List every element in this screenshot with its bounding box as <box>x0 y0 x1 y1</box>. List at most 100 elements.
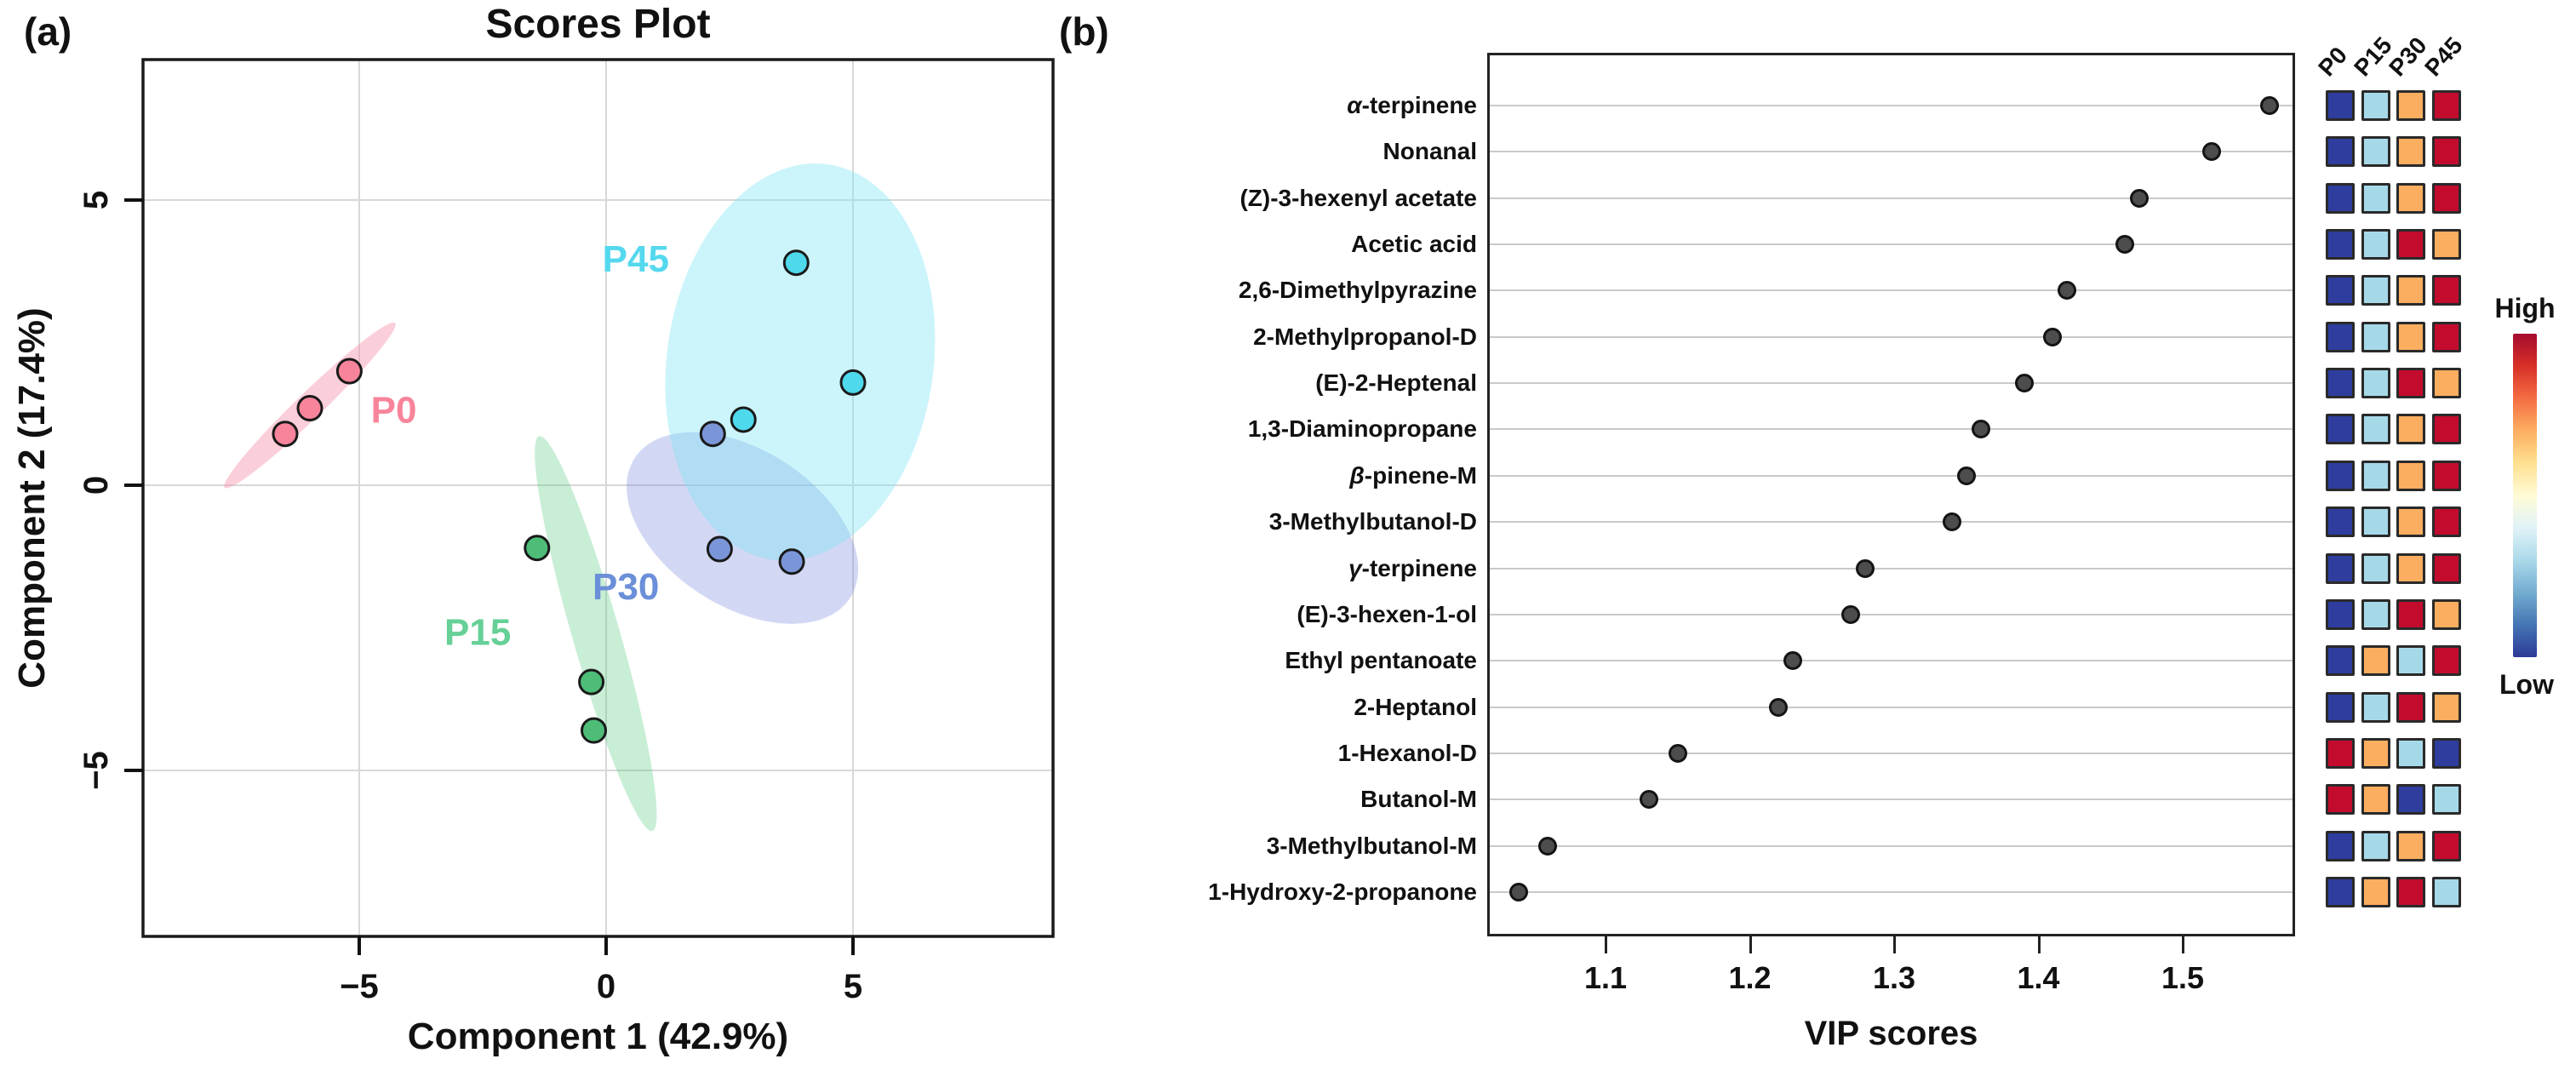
compound-label: 2,6-Dimethylpyrazine <box>1238 277 1477 304</box>
panel-b-letter: (b) <box>1059 9 1109 54</box>
compound-label: Ethyl pentanoate <box>1285 647 1477 674</box>
scores-plot-panel: P0 P15 P30 P45 −5 0 5 5 0 −5 Scores Plot Component … <box>11 2 1055 1057</box>
vip-row-gridline <box>1490 335 2293 338</box>
heat-cell-p0 <box>2326 275 2355 306</box>
vip-row-gridline <box>1490 151 2293 153</box>
plot-frame <box>141 58 1055 938</box>
group-label-p0: P0 <box>371 389 417 431</box>
data-point-p30 <box>699 421 726 448</box>
heat-cell-p0 <box>2326 368 2355 399</box>
heat-cell-p15 <box>2361 830 2390 861</box>
heat-cell-p30 <box>2396 645 2425 677</box>
heat-cell-p45 <box>2431 229 2461 260</box>
compound-label: 1,3-Diaminopropane <box>1247 415 1477 443</box>
vip-x-tick-label: 1.4 <box>2017 960 2060 995</box>
vip-x-tick-label: 1.2 <box>1728 960 1772 995</box>
compound-label: 3-Methylbutanol-M <box>1266 832 1477 859</box>
heat-cell-p0 <box>2326 552 2355 584</box>
vip-row-gridline <box>1490 243 2293 246</box>
heat-cell-p30 <box>2396 784 2425 816</box>
heat-cell-p0 <box>2326 507 2355 538</box>
heat-cell-p0 <box>2326 182 2355 214</box>
group-label-p30: P30 <box>592 566 659 608</box>
heat-column-header-p0: P0 <box>2313 42 2353 82</box>
vip-dot <box>1509 882 1529 901</box>
greek-letter: β <box>1349 461 1365 489</box>
heat-cell-p30 <box>2396 737 2425 769</box>
vip-dot <box>1942 512 1961 532</box>
chart-title: Scores Plot <box>485 2 710 47</box>
data-point-p15 <box>524 535 551 562</box>
vip-x-tick-mark <box>2182 936 2184 953</box>
heat-cell-p0 <box>2326 737 2355 769</box>
x-tick-label: 5 <box>844 968 862 1005</box>
heat-cell-p30 <box>2396 552 2425 584</box>
heat-cell-p30 <box>2396 598 2425 630</box>
data-point-p30 <box>778 548 805 575</box>
vip-dot <box>1783 651 1803 671</box>
heat-cell-p45 <box>2431 691 2461 723</box>
heat-cell-p15 <box>2361 414 2390 445</box>
data-point-p30 <box>706 535 733 563</box>
vip-dot <box>2259 96 2279 115</box>
heat-cell-p30 <box>2396 90 2425 121</box>
greek-letter: α <box>1347 92 1362 118</box>
heat-cell-p30 <box>2396 460 2425 491</box>
compound-label: 3-Methylbutanol-D <box>1268 508 1477 535</box>
heat-cell-p45 <box>2431 368 2461 399</box>
heat-cell-p45 <box>2431 90 2461 121</box>
compound-label: (E)-2-Heptenal <box>1315 369 1477 397</box>
heat-cell-p15 <box>2361 136 2390 168</box>
heat-column-header-p45: P45 <box>2419 31 2468 82</box>
vip-row-gridline <box>1490 660 2293 662</box>
heat-cell-p15 <box>2361 691 2390 723</box>
heat-cell-p45 <box>2431 414 2461 445</box>
vip-dot <box>1856 558 1875 578</box>
heat-cell-p30 <box>2396 830 2425 861</box>
vip-dot <box>2115 235 2135 255</box>
heat-cell-p45 <box>2431 182 2461 214</box>
group-label-p15: P15 <box>444 612 511 654</box>
data-point-p15 <box>578 668 605 695</box>
heat-cell-p15 <box>2361 737 2390 769</box>
vip-dot <box>1538 836 1558 856</box>
heat-cell-p15 <box>2361 876 2390 907</box>
vip-row-gridline <box>1490 428 2293 431</box>
legend-high-label: High <box>2494 293 2556 323</box>
vip-row-gridline <box>1490 197 2293 199</box>
heat-cell-p30 <box>2396 136 2425 168</box>
compound-label: 1-Hydroxy-2-propanone <box>1208 878 1477 905</box>
vip-dot <box>1971 420 1990 439</box>
heat-cell-p15 <box>2361 460 2390 491</box>
heat-cell-p15 <box>2361 182 2390 214</box>
x-axis-label: Component 1 (42.9%) <box>408 1016 788 1057</box>
data-point-p0 <box>335 358 363 385</box>
vip-row-gridline <box>1490 613 2293 615</box>
vip-row-gridline <box>1490 752 2293 754</box>
vip-row-gridline <box>1490 474 2293 477</box>
compound-label: 2-Heptanol <box>1354 693 1477 720</box>
vip-row-gridline <box>1490 844 2293 847</box>
heat-cell-p30 <box>2396 691 2425 723</box>
vip-x-tick-mark <box>1893 936 1896 953</box>
y-axis-label: Component 2 (17.4%) <box>11 307 53 688</box>
vip-row-gridline <box>1490 521 2293 524</box>
heat-cell-p45 <box>2431 275 2461 306</box>
compound-label: Nonanal <box>1382 138 1477 165</box>
y-tick-label: 5 <box>77 191 115 209</box>
legend-low-label: Low <box>2499 669 2554 700</box>
y-tick-label: 0 <box>77 476 115 495</box>
vip-dot <box>1668 743 1687 763</box>
greek-letter: γ <box>1348 554 1362 581</box>
vip-dot <box>2130 188 2150 208</box>
heat-cell-p0 <box>2326 460 2355 491</box>
compound-label: α-terpinene <box>1347 92 1477 118</box>
vip-x-tick-mark <box>1605 936 1607 953</box>
compound-label: Butanol-M <box>1360 786 1477 813</box>
heat-cell-p30 <box>2396 876 2425 907</box>
compound-label: (E)-3-hexen-1-ol <box>1297 600 1477 627</box>
heat-cell-p30 <box>2396 182 2425 214</box>
vip-row-gridline <box>1490 567 2293 569</box>
heat-cell-p45 <box>2431 876 2461 907</box>
vip-x-tick-mark <box>1749 936 1752 953</box>
